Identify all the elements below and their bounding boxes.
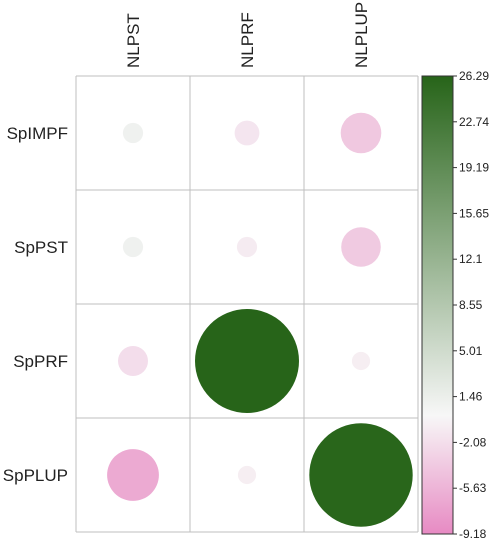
- column-label: NLPST: [124, 13, 143, 68]
- circle-SpPRF-NLPRF: [195, 309, 299, 413]
- circles: [107, 112, 413, 527]
- colorbar-tick-label: -5.63: [459, 481, 487, 495]
- colorbar-ticks: 26.29 22.74 19.19 15.65 12.1 8.55 5.01 1.46 -2.0…: [453, 69, 489, 541]
- colorbar-tick-label: 5.01: [459, 344, 483, 358]
- circle-SpIMPF-NLPRF: [234, 120, 260, 146]
- circle-SpPLUP-NLPLUP: [309, 423, 413, 527]
- colorbar-tick-label: 1.46: [459, 390, 483, 404]
- circle-SpPST-NLPRF: [236, 236, 258, 258]
- circle-SpPRF-NLPST: [118, 346, 148, 376]
- colorbar: [421, 75, 454, 535]
- row-label: SpPLUP: [3, 466, 68, 485]
- colorbar-tick-label: 19.19: [459, 161, 489, 175]
- circle-SpPST-NLPST: [122, 236, 144, 258]
- column-labels: NLPST NLPRF NLPLUP: [124, 2, 371, 68]
- colorbar-tick-label: 8.55: [459, 298, 483, 312]
- column-label: NLPRF: [238, 12, 257, 68]
- row-labels: SpIMPF SpPST SpPRF SpPLUP: [3, 124, 68, 485]
- circle-SpPRF-NLPLUP: [351, 351, 371, 371]
- circle-SpIMPF-NLPLUP: [340, 112, 382, 154]
- colorbar-tick-label: -9.18: [459, 527, 487, 541]
- grid: [75, 75, 419, 533]
- circle-SpPLUP-NLPST: [107, 449, 159, 501]
- colorbar-gradient: [421, 75, 454, 535]
- row-label: SpPST: [14, 238, 68, 257]
- circle-SpPLUP-NLPRF: [237, 465, 257, 485]
- circle-SpPST-NLPLUP: [341, 227, 381, 267]
- row-label: SpPRF: [13, 352, 68, 371]
- column-label: NLPLUP: [352, 2, 371, 68]
- colorbar-tick-label: 12.1: [459, 252, 483, 266]
- circle-SpIMPF-NLPST: [122, 122, 144, 144]
- row-label: SpIMPF: [7, 124, 68, 143]
- colorbar-tick-label: 15.65: [459, 206, 489, 220]
- colorbar-tick-label: -2.08: [459, 435, 487, 449]
- colorbar-tick-label: 22.74: [459, 115, 489, 129]
- colorbar-tick-label: 26.29: [459, 69, 489, 83]
